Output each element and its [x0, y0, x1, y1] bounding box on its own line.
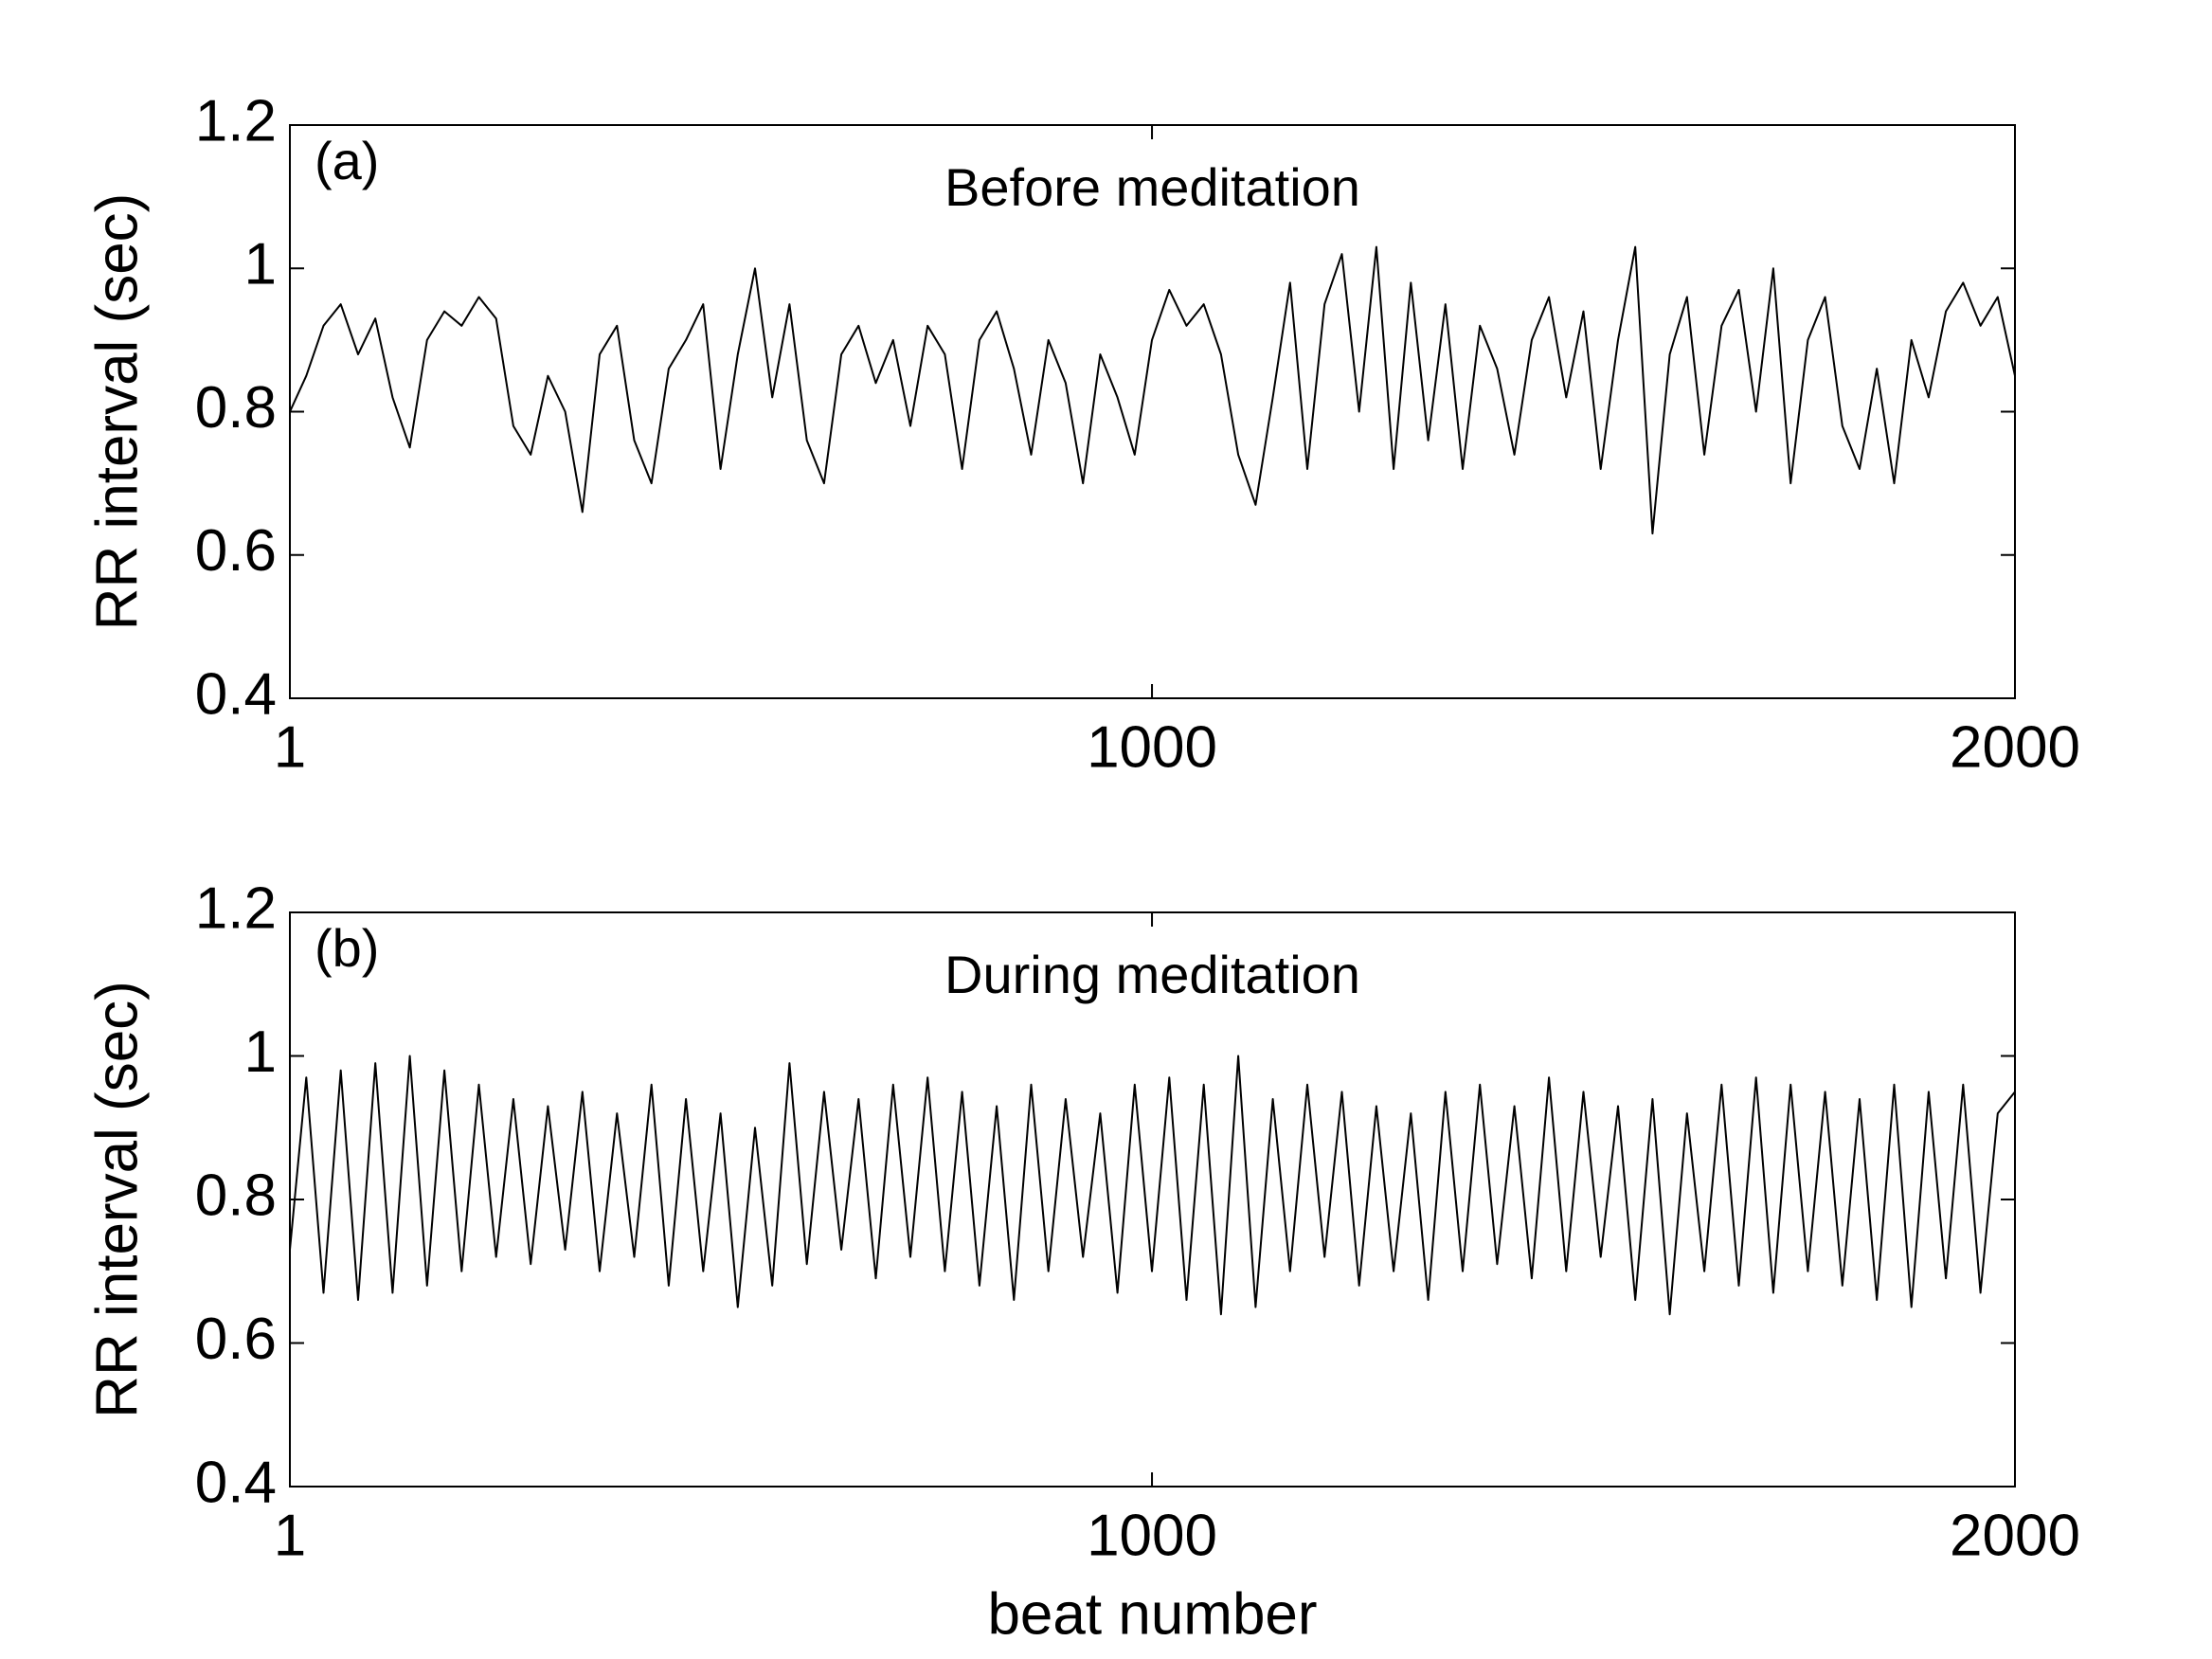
panel-label: (a)	[315, 131, 379, 190]
y-tick-label: 0.4	[195, 661, 277, 727]
y-tick-label: 1.2	[195, 88, 277, 153]
x-tick-label: 1000	[1087, 714, 1217, 780]
x-tick-label: 2000	[1950, 1503, 2080, 1568]
y-tick-label: 0.8	[195, 1163, 277, 1228]
y-tick-label: 0.6	[195, 1307, 277, 1372]
y-tick-label: 0.4	[195, 1450, 277, 1515]
y-tick-label: 1	[244, 1019, 277, 1085]
line-series	[289, 245, 2016, 535]
chart-title: Before meditation	[944, 157, 1360, 217]
y-axis-label: RR interval (sec)	[84, 981, 150, 1418]
y-tick-label: 0.6	[195, 518, 277, 584]
y-tick-label: 1.2	[195, 875, 277, 941]
x-tick-label: 1000	[1087, 1503, 1217, 1568]
x-axis-label: beat number	[987, 1581, 1317, 1647]
panel-label: (b)	[315, 918, 379, 978]
chart-title: During meditation	[944, 945, 1360, 1004]
y-tick-label: 1	[244, 232, 277, 298]
x-tick-label: 1	[274, 1503, 306, 1568]
line-series	[289, 1055, 2016, 1316]
x-tick-label: 1	[274, 714, 306, 780]
x-tick-label: 2000	[1950, 714, 2080, 780]
y-axis-label: RR interval (sec)	[84, 193, 150, 631]
y-tick-label: 0.8	[195, 375, 277, 441]
